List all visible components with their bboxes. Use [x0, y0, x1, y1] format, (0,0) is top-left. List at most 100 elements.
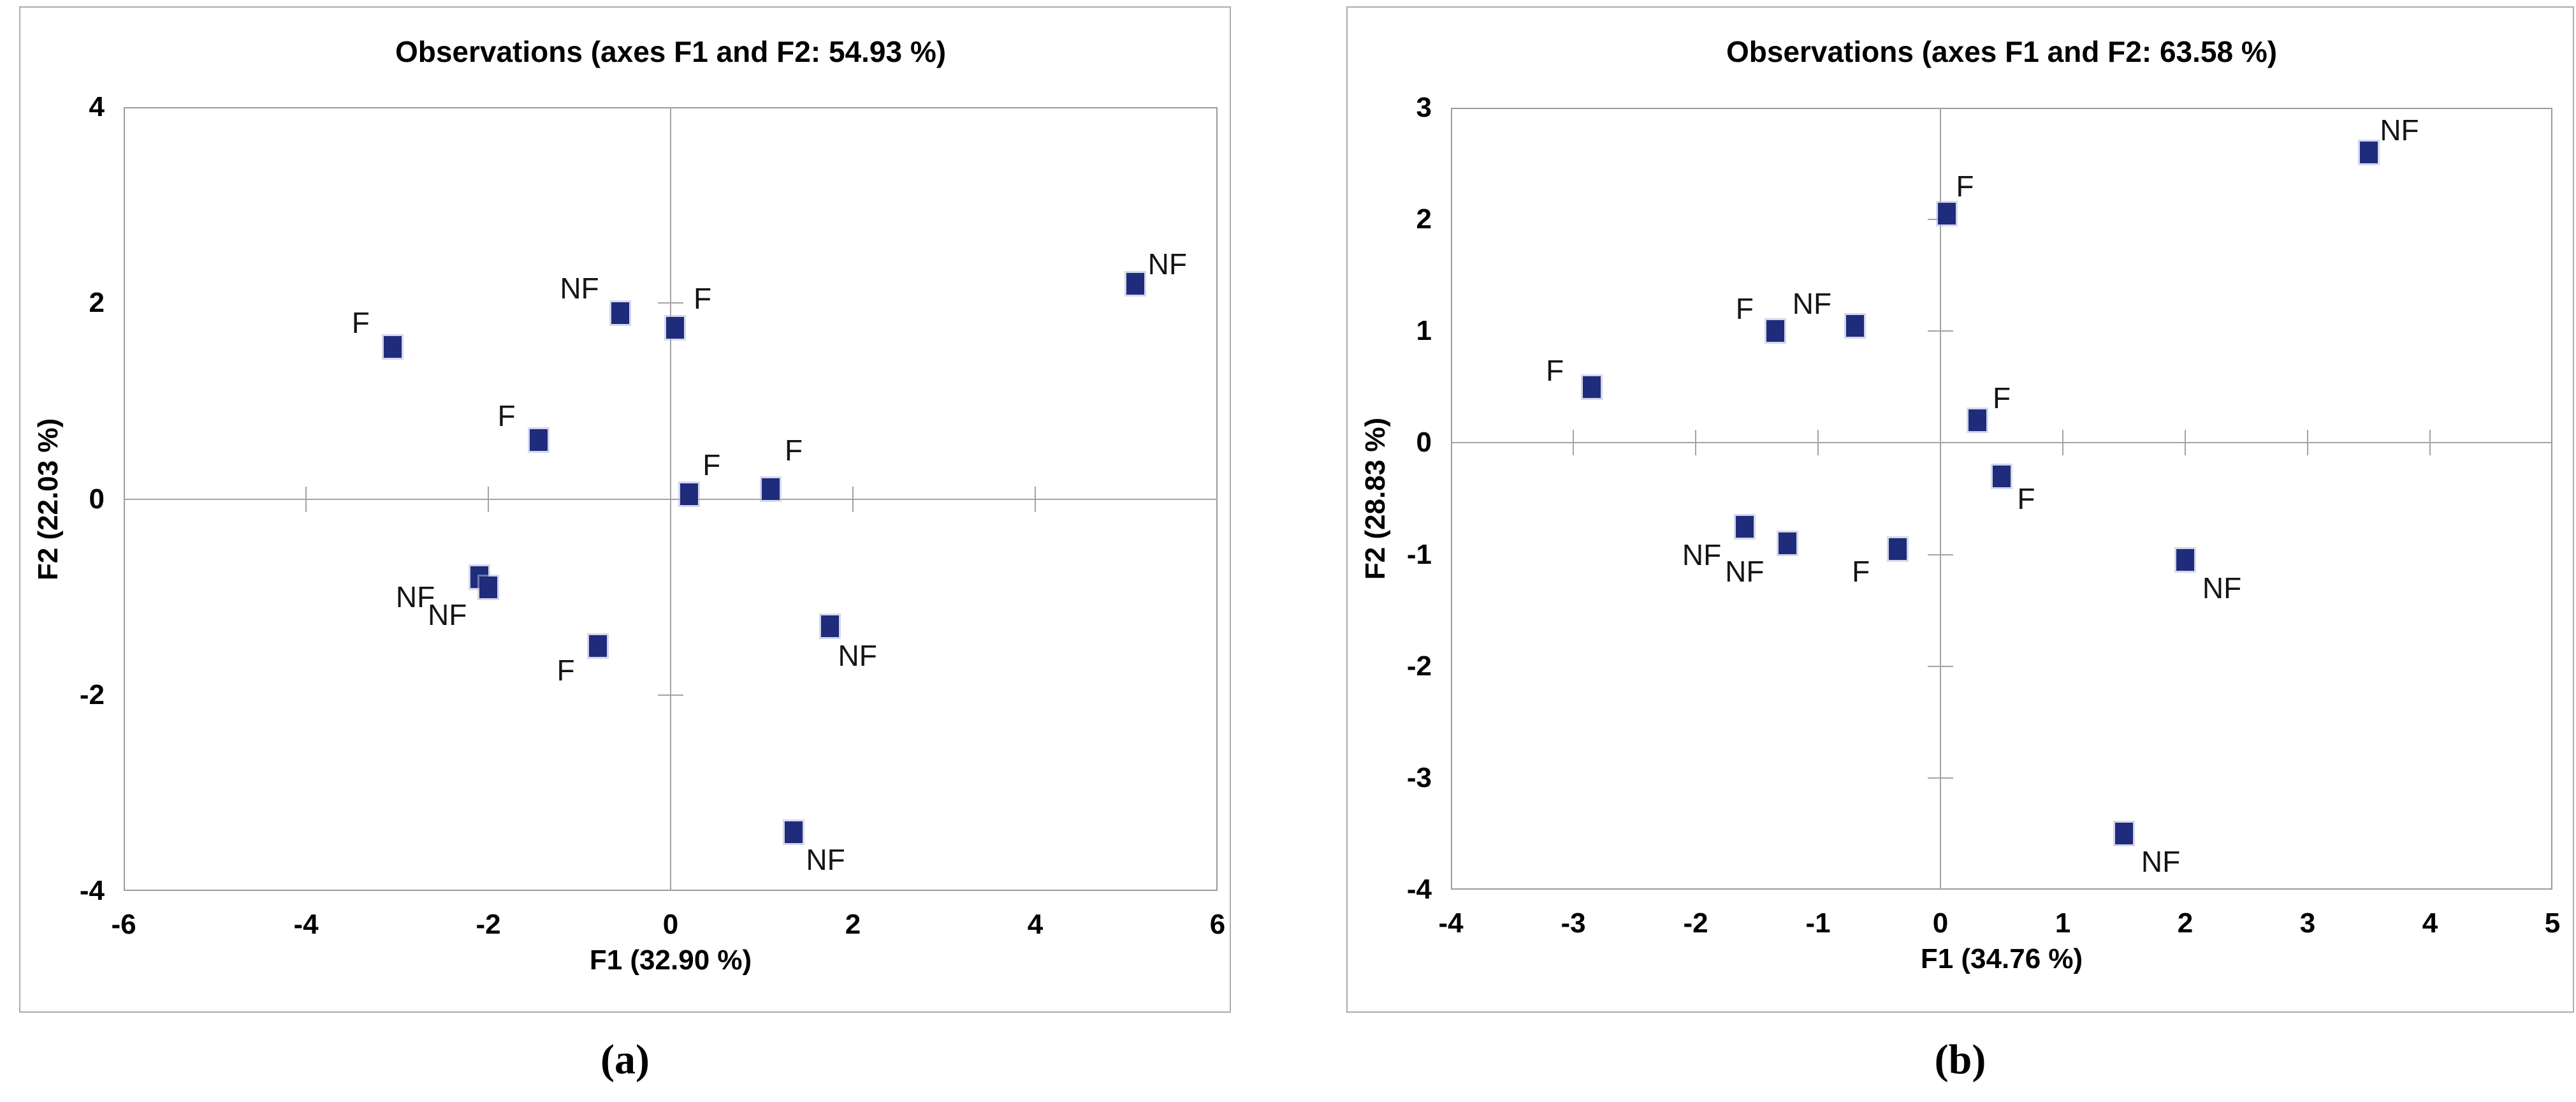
x-tick-label: 6: [1209, 909, 1226, 940]
figure-panel-b: Observations (axes F1 and F2: 63.58 %) F…: [1346, 6, 2574, 1094]
y-tick-label: 3: [1416, 92, 1432, 123]
panel-caption-a: (a): [600, 1036, 650, 1083]
data-point-label: NF: [838, 639, 877, 673]
y-axis-tick-mark: [658, 302, 683, 304]
x-tick-label: 3: [2299, 907, 2316, 939]
x-tick-label: -6: [111, 909, 136, 940]
x-tick-label: -2: [476, 909, 501, 940]
plot-frame-b: [1451, 108, 2552, 890]
data-point-marker: [1968, 409, 1986, 432]
chart-title-a: Observations (axes F1 and F2: 54.93 %): [395, 35, 947, 68]
x-axis-tick-mark: [488, 486, 489, 512]
y-tick-label: -2: [1406, 650, 1432, 682]
data-point-marker: [1845, 314, 1864, 337]
data-point-label: F: [1735, 292, 1754, 326]
y-axis-title-b: F2 (28.83 %): [1360, 417, 1391, 580]
data-point-label: NF: [427, 598, 467, 631]
data-point-marker: [611, 302, 630, 324]
x-axis-tick-mark: [305, 486, 307, 512]
x-axis-tick-mark: [1695, 430, 1696, 456]
chart-title-b: Observations (axes F1 and F2: 63.58 %): [1726, 35, 2278, 68]
x-tick-label: 4: [2422, 907, 2438, 939]
x-axis-tick-mark: [1573, 430, 1574, 456]
x-axis-tick-mark: [2185, 430, 2186, 456]
y-tick-label: -3: [1406, 761, 1432, 793]
panel-border-b: Observations (axes F1 and F2: 63.58 %) F…: [1346, 6, 2574, 1083]
x-tick-label: 0: [662, 909, 679, 940]
data-point-label: NF: [1792, 286, 1832, 320]
data-point-marker: [1888, 538, 1907, 560]
y-axis-tick-mark: [1928, 665, 1953, 667]
data-point-label: F: [1992, 381, 2011, 415]
panel-border-a: Observations (axes F1 and F2: 54.93 %) F…: [19, 6, 1231, 1083]
data-point-label: NF: [395, 580, 435, 614]
data-point-label: NF: [560, 272, 599, 305]
data-point-marker: [2360, 142, 2378, 164]
data-point-marker: [529, 429, 548, 452]
data-point-label: NF: [2202, 571, 2242, 605]
y-axis-tick-mark: [658, 694, 683, 696]
y-tick-label: 2: [1416, 203, 1432, 235]
x-tick-label: 1: [2055, 907, 2071, 939]
data-point-marker: [2176, 549, 2194, 571]
y-axis-title-a: F2 (22.03 %): [33, 418, 64, 580]
x-tick-label: 2: [2177, 907, 2194, 939]
data-point-label: NF: [1147, 247, 1188, 281]
data-point-marker: [666, 316, 685, 339]
data-point-marker: [383, 336, 402, 358]
x-tick-label: 0: [1932, 907, 1949, 939]
y-tick-label: -2: [79, 679, 105, 710]
y-zero-axis-line: [670, 107, 671, 891]
x-zero-axis-line: [1451, 442, 2552, 444]
x-tick-label: 4: [1027, 909, 1044, 940]
data-point-marker: [1126, 272, 1145, 295]
data-point-label: F: [1956, 169, 1974, 203]
data-point-label: NF: [2380, 114, 2419, 147]
data-point-label: F: [693, 281, 712, 315]
data-point-marker: [588, 635, 607, 657]
x-axis-tick-mark: [1817, 430, 1819, 456]
x-tick-label: 5: [2544, 907, 2561, 939]
figure-panel-a: Observations (axes F1 and F2: 54.93 %) F…: [19, 6, 1231, 1094]
data-point-label: F: [557, 654, 575, 687]
y-axis-tick-mark: [1928, 554, 1953, 555]
data-point-label: NF: [1682, 538, 1722, 571]
y-axis-tick-mark: [1928, 777, 1953, 779]
y-axis-tick-mark: [1928, 330, 1953, 332]
y-tick-label: 0: [1416, 427, 1432, 459]
y-zero-axis-line: [1940, 108, 1941, 890]
x-axis-tick-mark: [852, 486, 854, 512]
x-axis-title-b: F1 (34.76 %): [1920, 943, 2083, 974]
data-point-label: F: [1852, 554, 1870, 588]
x-tick-label: 2: [845, 909, 861, 940]
plot-area-a: F2 (22.03 %) F1 (32.90 %) -6 -4 -2 0 2 4 6 4 2 0-…: [33, 91, 1225, 976]
data-point-marker: [479, 576, 497, 598]
data-point-label: NF: [2141, 845, 2181, 879]
data-point-marker: [1582, 376, 1601, 398]
y-tick-label: -1: [1406, 538, 1432, 570]
data-point-label: F: [497, 399, 516, 432]
data-point-marker: [762, 478, 780, 501]
x-axis-tick-mark: [2429, 430, 2431, 456]
y-tick-label: 2: [89, 287, 105, 319]
data-point-label: F: [351, 305, 370, 339]
x-axis-title-a: F1 (32.90 %): [589, 944, 752, 976]
data-point-marker: [785, 821, 803, 843]
data-point-label: F: [702, 448, 721, 481]
data-point-marker: [1993, 465, 2011, 487]
plot-area-b: F2 (28.83 %) F1 (34.76 %) -4 -3 -2 -1 0 1 2 3 4 5…: [1360, 92, 2560, 974]
y-tick-label: -4: [79, 875, 105, 906]
x-axis-tick-mark: [2062, 430, 2063, 456]
data-point-label: NF: [806, 842, 845, 876]
y-tick-label: -4: [1406, 874, 1432, 905]
data-point-marker: [1735, 515, 1754, 538]
x-axis-tick-mark: [1035, 486, 1036, 512]
data-point-label: F: [784, 433, 803, 467]
x-tick-label: -3: [1561, 907, 1586, 939]
data-point-marker: [1766, 320, 1784, 342]
data-point-marker: [680, 483, 698, 505]
x-tick-label: -2: [1683, 907, 1708, 939]
y-tick-label: 0: [89, 483, 105, 515]
x-axis-tick-mark: [2307, 430, 2308, 456]
data-point-marker: [821, 615, 840, 638]
